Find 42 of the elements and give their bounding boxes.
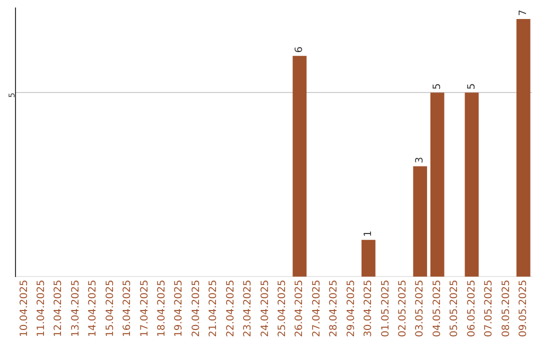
x-tick-label: 04.05.2025 <box>432 280 443 338</box>
x-tick-label: 20.04.2025 <box>190 280 202 338</box>
x-tick-label: 18.04.2025 <box>156 280 168 338</box>
x-tick-label: 12.04.2025 <box>53 280 64 338</box>
x-tick-label: 17.04.2025 <box>139 280 150 338</box>
x-tick-label: 21.04.2025 <box>208 280 220 338</box>
x-tick-label: 23.04.2025 <box>242 280 254 338</box>
x-tick-label: 15.04.2025 <box>104 280 116 338</box>
x-tick-label: 02.05.2025 <box>397 280 408 338</box>
x-tick-label: 30.04.2025 <box>363 280 374 338</box>
x-tick-label: 10.04.2025 <box>18 280 30 338</box>
x-tick-label: 16.04.2025 <box>122 280 134 338</box>
x-tick-label: 24.04.2025 <box>260 280 271 338</box>
bar <box>464 92 479 277</box>
x-tick-label: 06.05.2025 <box>466 280 478 338</box>
x-tick-label: 29.04.2025 <box>346 280 357 338</box>
x-tick-label: 07.05.2025 <box>484 280 495 338</box>
bar <box>413 166 428 277</box>
bar <box>362 240 376 277</box>
data-label: 3 <box>414 156 426 164</box>
data-label: 7 <box>518 10 529 16</box>
bar <box>516 19 530 277</box>
x-tick-label: 19.04.2025 <box>174 280 185 338</box>
data-label: 5 <box>466 83 478 90</box>
data-label: 1 <box>363 230 374 237</box>
data-label: 5 <box>432 83 443 90</box>
data-label: 6 <box>294 46 306 53</box>
x-tick-label: 25.04.2025 <box>277 280 288 338</box>
x-tick-label: 26.04.2025 <box>294 280 306 338</box>
x-tick-label: 01.05.2025 <box>380 280 392 338</box>
x-tick-label: 03.05.2025 <box>414 280 426 338</box>
x-tick-label: 08.05.2025 <box>500 280 512 338</box>
x-tick-label: 13.04.2025 <box>70 280 82 338</box>
x-tick-label: 14.04.2025 <box>88 280 99 338</box>
x-tick-label: 22.04.2025 <box>225 280 236 338</box>
x-tick-label: 05.05.2025 <box>449 280 460 338</box>
x-tick-label: 09.05.2025 <box>518 280 529 338</box>
x-tick-label: 11.04.2025 <box>36 280 48 338</box>
bar <box>292 56 307 277</box>
bar <box>430 92 444 277</box>
x-tick-label: 27.04.2025 <box>311 280 322 338</box>
x-tick-label: 28.04.2025 <box>328 280 340 338</box>
